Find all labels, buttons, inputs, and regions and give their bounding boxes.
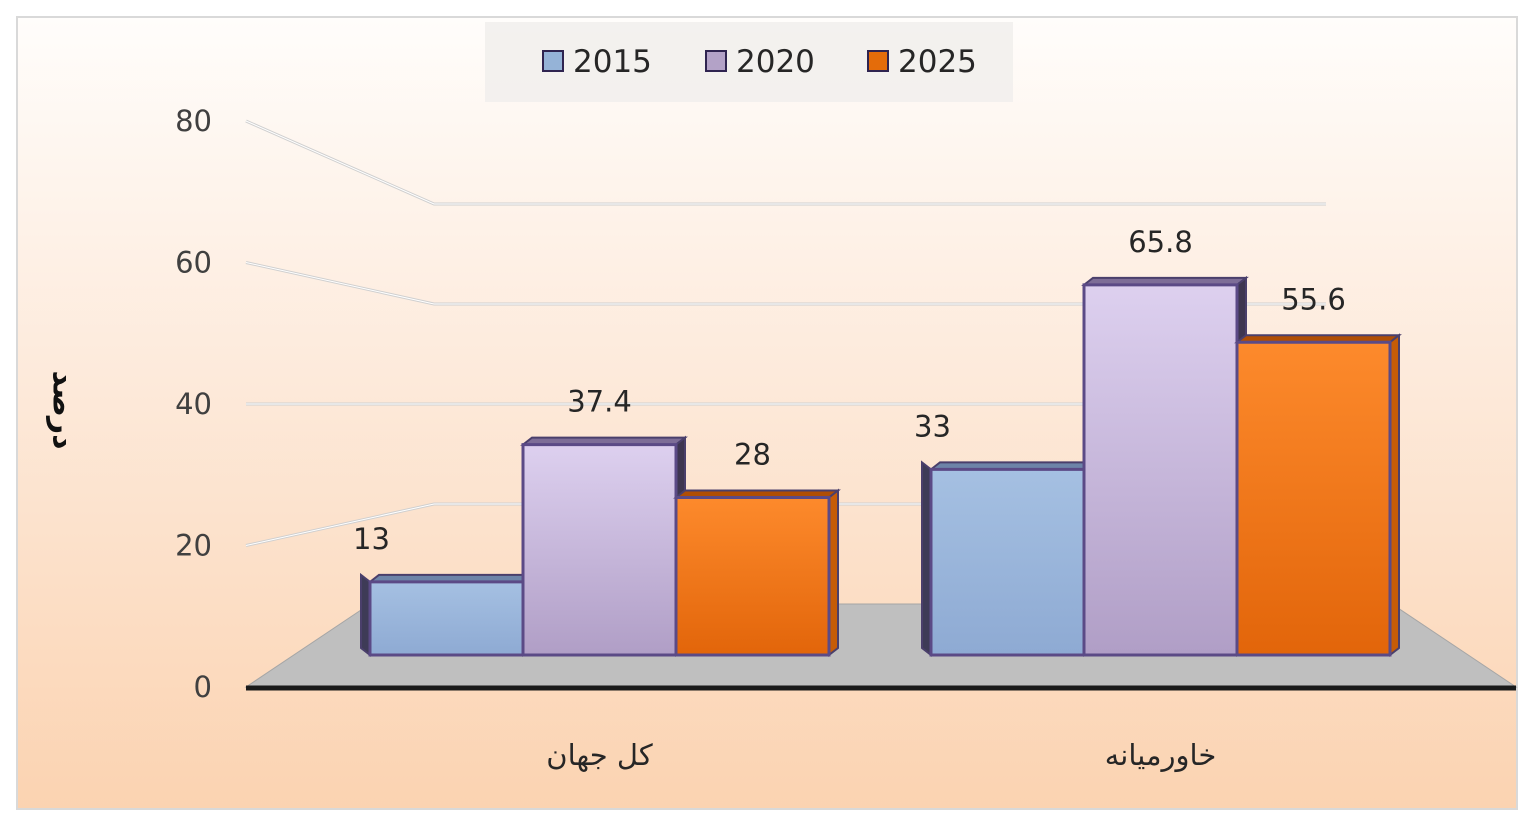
axes: 0 20 40 60 80 كل جهان خاورمیانه <box>175 104 1516 772</box>
y-tick-label: 40 <box>175 387 212 421</box>
y-axis-title: درصد <box>46 371 81 450</box>
data-label: 28 <box>734 438 771 472</box>
bar-2020 <box>1082 283 1239 657</box>
data-labels: 13 37.4 28 33 65.8 55.6 <box>353 225 1346 556</box>
bar-2020 <box>521 443 678 657</box>
y-tick-label: 20 <box>175 529 212 563</box>
bar-2025 <box>1235 340 1392 657</box>
x-tick-label: كل جهان <box>546 738 653 772</box>
data-label: 33 <box>914 409 951 443</box>
legend-label: 2015 <box>573 44 652 80</box>
gridline-highlight <box>245 120 1326 205</box>
data-label: 65.8 <box>1128 225 1193 259</box>
bar-2015 <box>368 580 525 657</box>
y-tick-label: 80 <box>175 104 212 138</box>
bar-2025 <box>674 496 831 657</box>
legend: 2015 2020 2025 <box>485 22 1013 102</box>
y-tick-label: 60 <box>175 246 212 280</box>
legend-swatch <box>705 50 727 72</box>
legend-label: 2025 <box>898 44 977 80</box>
legend-swatch <box>542 50 564 72</box>
bars <box>360 275 1402 658</box>
gridline-highlight <box>245 262 1326 305</box>
bar-2015 <box>929 467 1086 657</box>
legend-label: 2020 <box>736 44 815 80</box>
legend-swatch <box>867 50 889 72</box>
data-label: 55.6 <box>1281 282 1346 316</box>
x-tick-label: خاورمیانه <box>1105 738 1217 772</box>
data-label: 13 <box>353 522 390 556</box>
y-tick-label: 0 <box>194 670 212 704</box>
data-label: 37.4 <box>567 385 632 419</box>
legend-box <box>485 22 1013 102</box>
